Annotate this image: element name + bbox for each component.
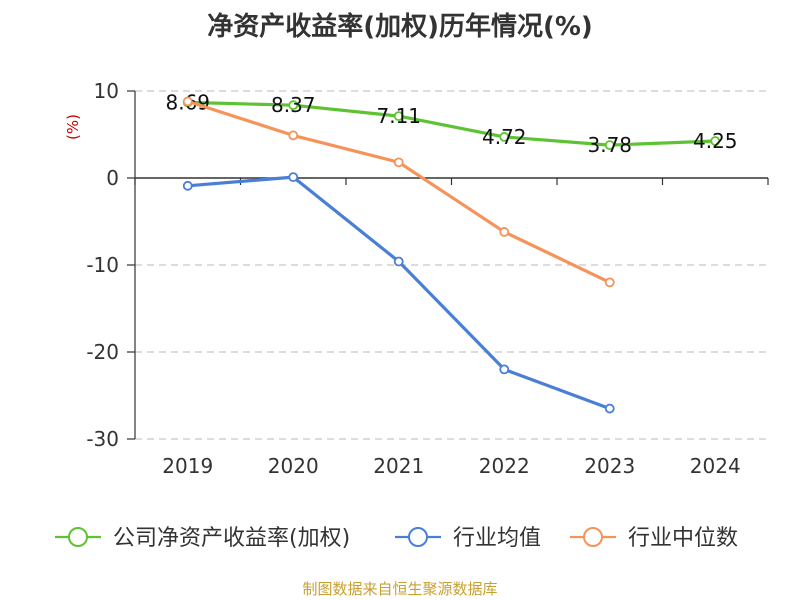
source-note: 制图数据来自恒生聚源数据库 (302, 580, 498, 598)
y-tick-label: 0 (106, 166, 119, 190)
data-point (288, 130, 299, 141)
data-point (499, 227, 510, 237)
legend-swatch-marker (583, 527, 603, 547)
legend-label: 公司净资产收益率(加权) (113, 526, 350, 551)
x-tick-label: 2021 (373, 454, 424, 478)
data-point (393, 157, 404, 168)
series-line-1 (186, 175, 612, 411)
data-point (604, 403, 615, 414)
data-point (499, 132, 510, 142)
data-label: 8.37 (271, 93, 316, 117)
data-point (182, 180, 193, 191)
series-line-2 (186, 99, 612, 284)
y-tick-label: -20 (86, 340, 119, 364)
data-point (288, 172, 299, 183)
data-point (182, 96, 193, 107)
data-label: 3.78 (587, 133, 632, 157)
data-point (499, 364, 510, 375)
x-tick-label: 2024 (690, 454, 741, 478)
x-tick-label: 2023 (584, 454, 635, 478)
data-point (710, 136, 721, 146)
data-point (288, 100, 299, 111)
data-point (604, 277, 615, 288)
data-label: 4.25 (693, 129, 738, 153)
legend-swatch-marker (68, 527, 88, 547)
y-tick-label: -10 (86, 253, 119, 277)
data-point (393, 111, 404, 122)
y-tick-label: 10 (94, 79, 119, 103)
data-label: 4.72 (482, 125, 527, 149)
y-axis-label: (%) (64, 114, 82, 140)
series-line-0 (186, 100, 717, 147)
y-tick-label: -30 (86, 427, 119, 451)
x-tick-label: 2020 (268, 454, 319, 478)
legend-label: 行业均值 (453, 526, 541, 551)
legend-label: 行业中位数 (628, 526, 738, 551)
legend-swatch-marker (408, 527, 428, 547)
x-tick-label: 2019 (162, 454, 213, 478)
data-point (393, 256, 404, 267)
data-point (604, 140, 615, 151)
x-tick-label: 2022 (479, 454, 530, 478)
data-label: 7.11 (376, 104, 421, 128)
chart-title: 净资产收益率(加权)历年情况(%) (207, 12, 593, 42)
